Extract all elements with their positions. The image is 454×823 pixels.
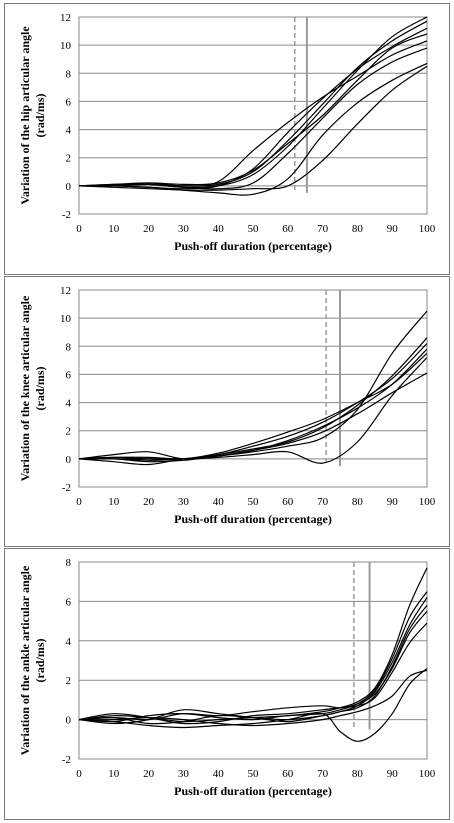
knee-chart-panel: -2 0 2 4 6 8 10 12 0 10 20 30 40 50 60 70 80 90 100 Push-of…: [4, 276, 450, 547]
x-axis-label: Push-off duration (percentage): [174, 239, 332, 253]
x-tick-label: 80: [352, 496, 364, 508]
series-line-7: [78, 65, 428, 191]
y-tick-label: -2: [62, 482, 71, 494]
x-tick-label: 40: [213, 223, 225, 235]
x-tick-label: 0: [76, 768, 82, 780]
hip-chart-svg: -2 0 2 4 6 8 10 12 0 10 20 30 40 50 60 70 80 90 100 Push-of…: [18, 12, 436, 253]
y-tick-label: 8: [66, 341, 72, 353]
x-tick-label: 30: [178, 496, 190, 508]
x-tick-label: 90: [387, 496, 399, 508]
series-line-7: [79, 357, 428, 464]
x-tick-label: 20: [143, 223, 155, 235]
x-tick-label: 80: [352, 768, 364, 780]
y-tick-label: 2: [66, 426, 72, 438]
series-line-1: [78, 16, 428, 189]
y-tick-label: 0: [66, 454, 72, 466]
y-tick-label: 2: [66, 675, 72, 687]
knee-chart-svg: -2 0 2 4 6 8 10 12 0 10 20 30 40 50 60 70 80 90 100 Push-of…: [18, 285, 436, 526]
x-tick-label: 0: [76, 223, 82, 235]
plot-area-frame: [78, 561, 428, 760]
y-axis-label-line-2: (rad/ms): [33, 639, 47, 683]
y-axis-label-line-1: Variation of the hip articular angle: [18, 26, 32, 205]
series-line-5: [78, 622, 428, 725]
series-line-3: [78, 597, 428, 725]
y-axis-label-line-1: Variation of the knee articular angle: [18, 295, 32, 481]
x-tick-label: 50: [248, 496, 260, 508]
x-tick-label: 20: [143, 496, 155, 508]
series-line-2: [78, 337, 428, 460]
series-line-3: [78, 343, 428, 461]
x-tick-label: 30: [178, 223, 190, 235]
hip-chart-panel: -2 0 2 4 6 8 10 12 0 10 20 30 40 50 60 70 80 90 100 Push-of…: [4, 3, 450, 275]
y-tick-label: -2: [62, 754, 71, 766]
y-tick-label: 0: [66, 715, 72, 727]
y-tick-label: 10: [60, 40, 72, 52]
y-tick-label: 0: [66, 181, 72, 193]
x-axis-label: Push-off duration (percentage): [174, 512, 332, 526]
y-tick-label: 12: [60, 12, 71, 24]
series-line-5: [78, 352, 428, 460]
x-tick-label: 20: [143, 768, 155, 780]
y-tick-label: 8: [66, 557, 72, 569]
x-tick-label: 90: [387, 223, 399, 235]
y-axis-label-line-1: Variation of the ankle articular angle: [18, 565, 32, 755]
series-line-2: [78, 591, 428, 723]
y-tick-label: 10: [60, 313, 72, 325]
y-tick-label: 8: [66, 68, 72, 80]
series-line-6: [78, 372, 428, 466]
x-tick-label: 60: [282, 768, 294, 780]
x-tick-label: 100: [419, 496, 436, 508]
series-line-6: [78, 62, 428, 196]
y-tick-label: 2: [66, 153, 72, 165]
x-tick-label: 80: [352, 223, 364, 235]
x-tick-label: 70: [317, 768, 329, 780]
x-tick-label: 70: [317, 496, 329, 508]
series-line-8: [78, 33, 428, 187]
series-line-5: [78, 47, 428, 190]
x-tick-label: 40: [213, 496, 225, 508]
y-tick-label: 6: [66, 96, 72, 108]
y-tick-label: 4: [66, 398, 72, 410]
y-tick-label: 6: [66, 369, 72, 381]
y-axis-label-line-2: (rad/ms): [33, 94, 47, 138]
x-tick-label: 30: [178, 768, 190, 780]
series-line-7: [78, 669, 428, 727]
x-axis-label: Push-off duration (percentage): [174, 784, 332, 798]
x-tick-label: 100: [419, 223, 436, 235]
y-axis-label-line-2: (rad/ms): [33, 367, 47, 411]
ankle-chart-panel: -2 0 2 4 6 8 0 10 20 30 40 50 60 70 80 90 100 Push-off du…: [4, 548, 450, 820]
series-line-1: [78, 310, 428, 460]
y-tick-label: 4: [66, 636, 72, 648]
x-tick-label: 60: [282, 496, 294, 508]
x-tick-label: 10: [108, 768, 120, 780]
x-tick-label: 100: [419, 768, 436, 780]
x-tick-label: 60: [282, 223, 294, 235]
series-line-8: [78, 610, 428, 721]
x-tick-label: 10: [108, 496, 120, 508]
y-tick-label: 4: [66, 125, 72, 137]
x-tick-label: 10: [108, 223, 120, 235]
series-line-2: [78, 20, 428, 187]
x-tick-label: 70: [317, 223, 329, 235]
x-tick-label: 50: [248, 223, 260, 235]
y-tick-label: -2: [62, 209, 71, 221]
x-tick-label: 90: [387, 768, 399, 780]
x-tick-label: 0: [76, 496, 82, 508]
y-tick-label: 6: [66, 596, 72, 608]
x-tick-label: 40: [213, 768, 225, 780]
series-line-6: [78, 667, 428, 742]
x-tick-label: 50: [248, 768, 260, 780]
y-tick-label: 12: [60, 285, 71, 297]
series-line-4: [78, 348, 428, 463]
